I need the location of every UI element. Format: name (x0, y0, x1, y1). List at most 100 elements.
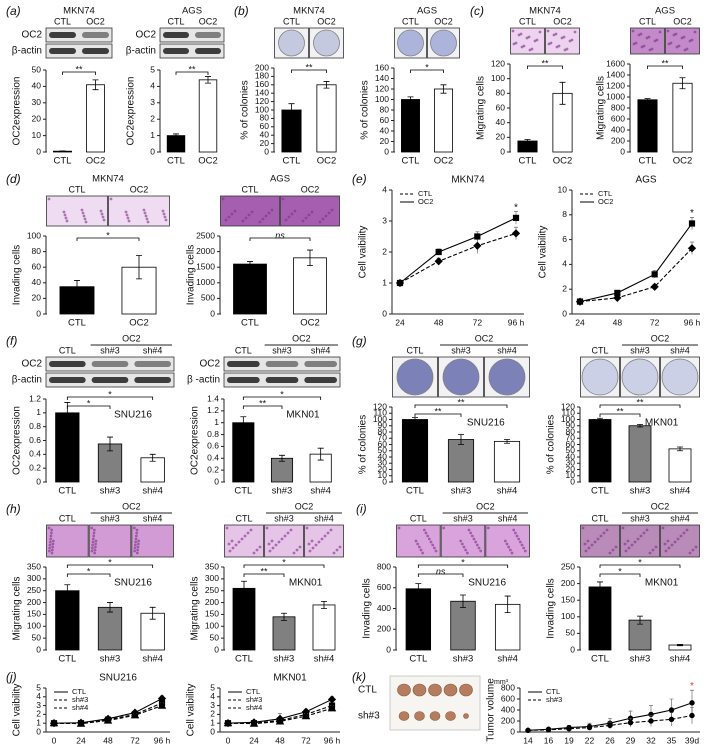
significance-bracket (66, 573, 111, 577)
cell (323, 534, 327, 538)
error-bar (679, 77, 686, 90)
lane-label: sh#4 (311, 345, 331, 355)
y-tick-label: 0 (382, 476, 387, 486)
cell (94, 542, 98, 546)
cell (676, 537, 680, 541)
bar (588, 419, 612, 483)
y-tick-label: 200 (205, 597, 219, 607)
marker (607, 722, 613, 729)
cell (563, 48, 567, 52)
error-bar (504, 439, 510, 444)
y-tick-label: 140 (375, 73, 389, 83)
bar (434, 88, 453, 153)
y-tick-label: 120 (255, 96, 269, 106)
error-bar (64, 584, 71, 598)
cell (605, 528, 609, 532)
cell (664, 549, 668, 553)
x-tick-label: sh#3 (274, 654, 295, 665)
cell (666, 29, 670, 33)
x-tick-label: OC2 (198, 156, 218, 167)
panel-title: AGS (270, 174, 290, 185)
y-tick-label: 0 (150, 146, 155, 156)
y-tick-label: 1 (150, 130, 155, 140)
y-tick-label: 10 (378, 470, 388, 480)
y-tick-label: 0 (36, 644, 41, 654)
legend-label: CTL (72, 687, 86, 696)
panel-title: MKN01 (273, 673, 307, 684)
y-tick-label: 200 (255, 62, 269, 72)
y-tick-label: 80 (32, 246, 42, 256)
cell (258, 545, 262, 549)
cell (125, 213, 129, 217)
cell (335, 548, 339, 552)
marker (668, 716, 675, 723)
x-tick-label: sh#3 (100, 486, 121, 497)
y-tick-label: 40 (378, 451, 388, 461)
y-tick-label: 50 (378, 445, 388, 455)
cell (307, 213, 311, 217)
significance-bracket (599, 573, 641, 577)
blot-band (134, 377, 171, 383)
significance-bracket (527, 65, 563, 69)
y-tick-label: 250 (561, 561, 575, 571)
x-tick-label: 24 (249, 735, 259, 745)
y-tick-label: 10 (558, 184, 568, 194)
cell (332, 551, 336, 555)
y-tick-label: 2 (150, 113, 155, 123)
y-axis-label: Migrating cells (476, 76, 487, 140)
cell (324, 214, 328, 218)
cell (268, 549, 272, 553)
cell (135, 528, 139, 532)
lane-label: CTL (59, 345, 76, 355)
lane-label: sh#4 (670, 513, 690, 523)
cell (230, 212, 234, 216)
cell (136, 545, 140, 549)
bar (316, 84, 337, 153)
blot-row-label: OC2 (21, 359, 42, 370)
x-tick-label: CTL (283, 156, 301, 167)
y-tick-label: 40 (260, 129, 270, 139)
cell (465, 551, 469, 555)
x-tick-label: 48 (275, 735, 285, 745)
significance-label: * (282, 557, 286, 567)
y-tick-label: 0 (510, 726, 515, 736)
cell (233, 209, 237, 213)
y-tick-label: 3 (150, 97, 155, 107)
cell (688, 39, 692, 43)
error-bar (247, 261, 253, 267)
cell (568, 39, 572, 43)
tumor (397, 683, 411, 697)
cell (329, 528, 333, 532)
x-tick-label: sh#4 (670, 486, 691, 497)
y-tick-label: 80 (260, 113, 270, 123)
blot-band (82, 32, 109, 38)
blot-band (227, 361, 260, 367)
y-tick-label: 70 (378, 433, 388, 443)
lane-label: sh#3 (451, 345, 471, 355)
cell (162, 212, 166, 216)
cell (419, 548, 423, 552)
y-tick-label: 110 (561, 408, 575, 418)
lane-label: sh#3 (100, 513, 120, 523)
cell (81, 211, 85, 215)
bar (401, 419, 429, 483)
cell (231, 546, 235, 550)
lane-label: CTL (283, 16, 300, 26)
y-tick-label: 4 (382, 184, 387, 194)
tumor (443, 683, 458, 697)
y-tick-label: 20 (32, 293, 42, 303)
panel-label: (d) (6, 172, 21, 186)
error-bar (241, 580, 247, 596)
panel-title: MKN74 (92, 174, 124, 185)
cell (517, 33, 521, 37)
y-tick-label: 200 (611, 135, 625, 145)
cell (90, 546, 94, 550)
panel-title: AGS (635, 175, 656, 186)
y-tick-label: 40 (496, 117, 506, 127)
y-tick-label: 0 (570, 644, 575, 654)
cell (134, 540, 138, 544)
cell (326, 531, 330, 535)
error-bar (415, 583, 422, 595)
marker (614, 289, 621, 297)
blot-row-label: OC2 (135, 30, 156, 41)
